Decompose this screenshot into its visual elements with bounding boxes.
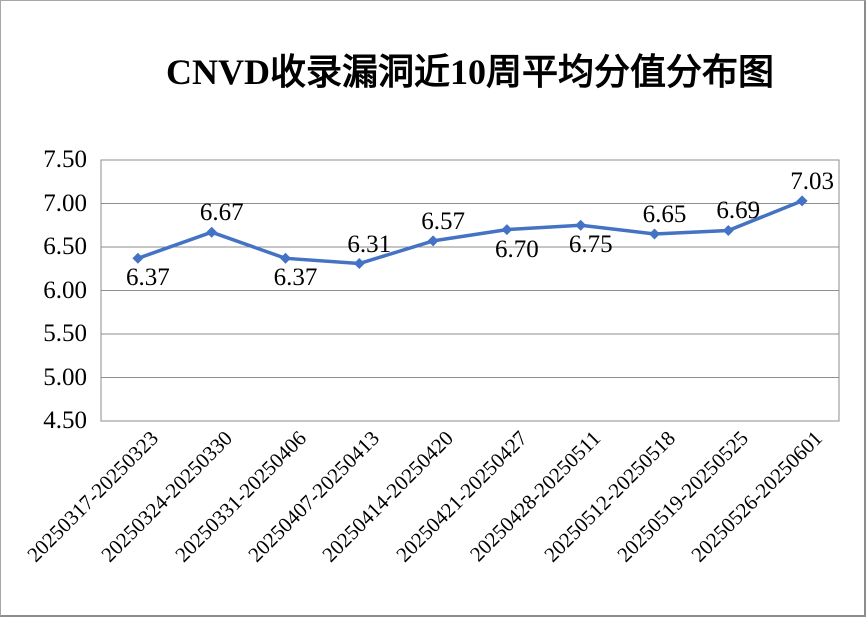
data-label: 6.67 — [199, 199, 244, 227]
data-line — [136, 199, 804, 266]
y-tick-label: 5.00 — [43, 363, 87, 391]
y-tick-label: 7.50 — [43, 146, 87, 173]
data-point-marker — [206, 226, 218, 238]
data-point-marker — [280, 252, 291, 264]
data-label: 6.37 — [126, 264, 170, 292]
plot-border — [100, 159, 840, 422]
data-label: 6.65 — [642, 200, 687, 228]
data-point-marker — [649, 228, 660, 240]
data-point-marker — [575, 219, 587, 231]
chart-title: CNVD收录漏洞近10周平均分值分布图 — [166, 52, 774, 92]
y-tick-label: 6.50 — [43, 233, 87, 260]
data-label: 6.31 — [347, 230, 392, 258]
y-tick-label: 4.50 — [43, 407, 87, 434]
data-point-marker — [132, 252, 144, 264]
data-label: 7.03 — [790, 167, 834, 195]
data-label: 6.70 — [495, 235, 539, 263]
data-label: 6.75 — [568, 231, 613, 259]
y-tick-label: 5.50 — [43, 320, 87, 347]
data-point-marker — [427, 235, 439, 247]
data-label: 6.69 — [716, 197, 761, 225]
y-tick-label: 6.00 — [43, 276, 87, 304]
data-point-marker — [501, 224, 513, 236]
data-label: 6.37 — [273, 264, 318, 292]
data-point-marker — [722, 224, 734, 236]
y-tick-label: 7.00 — [43, 189, 87, 217]
data-label: 6.57 — [421, 207, 465, 235]
data-point-marker — [796, 195, 808, 207]
data-point-marker — [353, 258, 365, 270]
